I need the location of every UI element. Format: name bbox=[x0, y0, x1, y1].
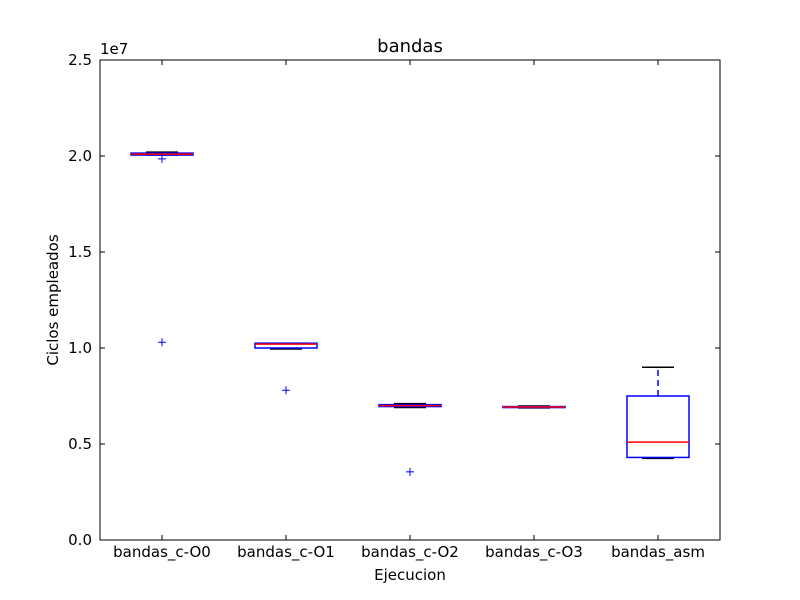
y-tick-label: 0.0 bbox=[68, 531, 92, 549]
y-tick-label: 1.0 bbox=[68, 339, 92, 357]
iqr-box bbox=[254, 342, 318, 349]
plot-area bbox=[130, 151, 690, 476]
y-axis-label: Ciclos empleados bbox=[44, 234, 62, 365]
axis-ticks: 0.0 0.5 1.0 1.5 2.0 2.5 bandas_c-O0 bandas_c-O1… bbox=[68, 51, 720, 562]
y-tick-label: 1.5 bbox=[68, 243, 92, 261]
x-tick-label: bandas_c-O1 bbox=[237, 543, 335, 562]
y-tick-label: 2.5 bbox=[68, 51, 92, 69]
x-tick-label: bandas_c-O3 bbox=[485, 543, 583, 562]
y-axis-multiplier: 1e7 bbox=[100, 40, 128, 58]
axes-frame bbox=[99, 59, 721, 541]
x-axis-label: Ejecucion bbox=[374, 566, 446, 584]
chart-title: bandas bbox=[377, 36, 443, 57]
iqr-box bbox=[626, 395, 690, 459]
y-tick-label: 2.0 bbox=[68, 147, 92, 165]
y-tick-label: 0.5 bbox=[68, 435, 92, 453]
x-tick-label: bandas_c-O2 bbox=[361, 543, 459, 562]
x-tick-label: bandas_asm bbox=[611, 543, 705, 562]
x-tick-label: bandas_c-O0 bbox=[113, 543, 211, 562]
